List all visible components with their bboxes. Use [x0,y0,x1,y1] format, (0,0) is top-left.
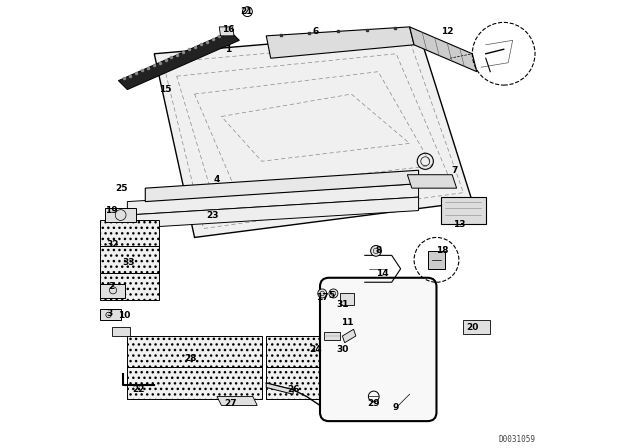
Polygon shape [217,396,257,405]
Text: 7: 7 [451,166,458,175]
Text: 14: 14 [376,269,389,278]
Polygon shape [127,184,419,215]
Text: 17: 17 [316,293,328,302]
Bar [127,336,262,367]
Circle shape [329,289,338,298]
Text: 32: 32 [107,240,119,249]
Text: 4: 4 [214,175,220,184]
Polygon shape [105,208,136,222]
Text: 13: 13 [452,220,465,228]
Polygon shape [324,332,340,340]
Polygon shape [410,27,477,72]
Polygon shape [154,31,472,237]
Bar [127,367,262,399]
Text: 24: 24 [309,345,322,354]
Text: 27: 27 [224,399,237,408]
Text: 23: 23 [206,211,219,220]
Polygon shape [428,251,445,269]
Polygon shape [127,197,419,228]
Text: 22: 22 [132,385,145,394]
Text: 3: 3 [106,309,113,318]
Text: D0031059: D0031059 [498,435,535,444]
Text: 26: 26 [287,385,300,394]
Polygon shape [111,327,129,336]
Polygon shape [100,284,125,298]
Polygon shape [219,27,234,36]
Text: 21: 21 [240,7,252,16]
Text: 15: 15 [159,85,172,94]
Text: 8: 8 [375,246,381,255]
Polygon shape [342,329,356,343]
Text: 25: 25 [115,184,128,193]
Polygon shape [266,27,414,58]
Text: 12: 12 [442,27,454,36]
Text: 19: 19 [106,206,118,215]
Text: 29: 29 [367,399,380,408]
Text: 9: 9 [393,403,399,412]
Bar [100,220,159,246]
Polygon shape [100,309,120,320]
Polygon shape [340,293,353,305]
Polygon shape [441,197,486,224]
Text: 30: 30 [336,345,349,354]
Circle shape [371,246,381,256]
Text: 10: 10 [118,311,130,320]
Polygon shape [118,31,239,90]
Text: 2: 2 [109,282,115,291]
Text: 16: 16 [222,25,234,34]
Polygon shape [407,175,457,188]
Text: 1: 1 [225,45,231,54]
Bar [100,246,159,273]
Text: 31: 31 [336,300,349,309]
Polygon shape [266,383,293,394]
Text: 28: 28 [184,354,196,363]
Bar [100,273,159,300]
Bar [266,367,356,399]
Text: 20: 20 [466,323,479,332]
FancyBboxPatch shape [320,278,436,421]
Polygon shape [463,320,490,334]
Polygon shape [145,170,419,202]
Text: 6: 6 [312,27,319,36]
Text: 11: 11 [340,318,353,327]
Text: 33: 33 [122,258,134,267]
Text: 5: 5 [328,291,334,300]
Circle shape [317,289,327,298]
Bar [266,336,356,367]
Text: 18: 18 [436,246,449,255]
